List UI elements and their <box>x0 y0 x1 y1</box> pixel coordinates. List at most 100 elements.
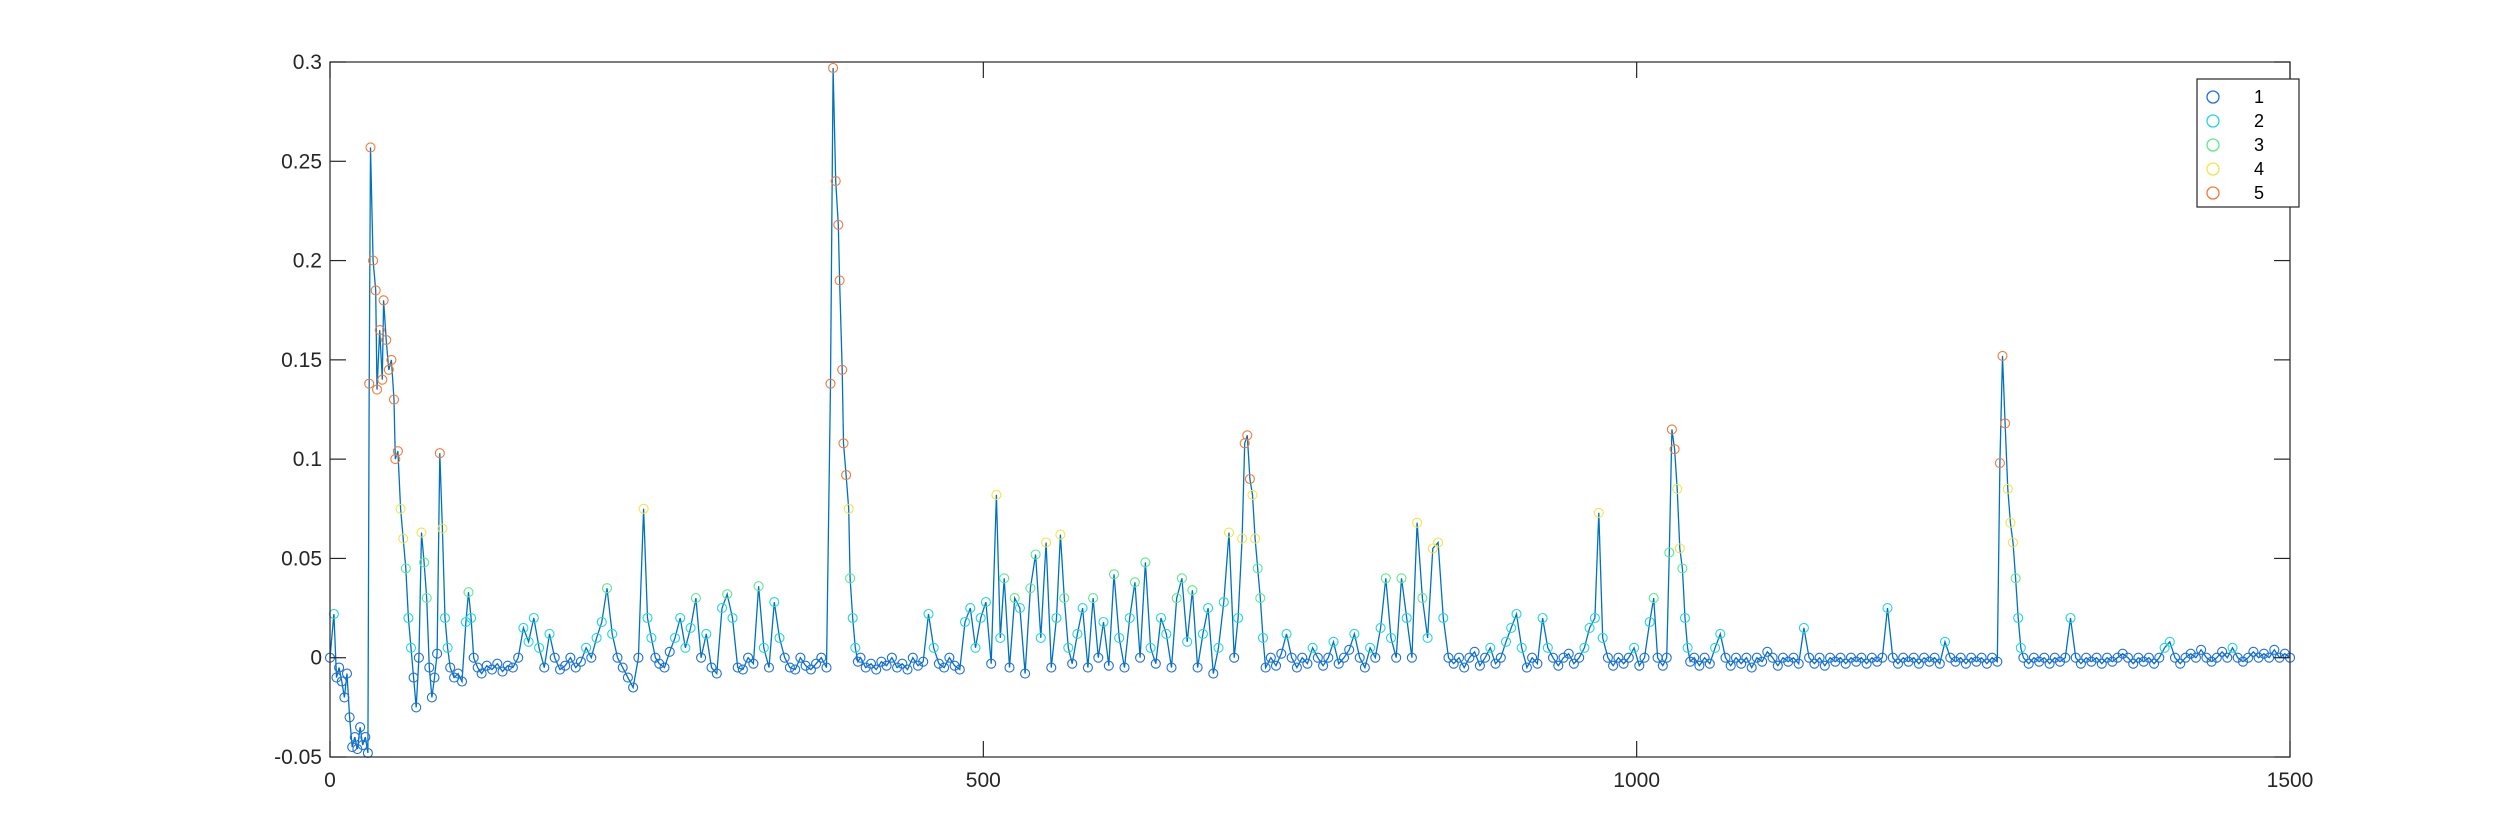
data-point <box>991 489 1002 500</box>
data-point <box>1506 622 1517 633</box>
data-point <box>628 682 639 693</box>
data-point <box>2154 652 2165 663</box>
data-point <box>1208 668 1219 679</box>
data-point <box>995 632 1006 643</box>
data-point <box>1302 658 1313 669</box>
data-point <box>1124 612 1135 624</box>
data-point <box>1725 660 1736 671</box>
data-point <box>378 295 389 306</box>
data-point <box>2015 642 2026 653</box>
data-point <box>795 652 806 663</box>
data-point <box>1082 662 1093 673</box>
data-point <box>1255 593 1266 604</box>
data-point <box>1689 652 1700 663</box>
data-point <box>377 374 388 385</box>
data-point <box>1014 603 1025 614</box>
data-point <box>1265 652 1276 663</box>
data-point <box>654 658 665 669</box>
data-point <box>1119 662 1130 673</box>
data-point <box>355 722 366 733</box>
data-point <box>970 642 981 653</box>
data-point <box>570 662 581 673</box>
data-point <box>1291 662 1302 673</box>
data-point <box>939 662 950 673</box>
series-layer <box>324 62 2296 759</box>
data-point <box>429 672 440 683</box>
data-point <box>591 632 602 643</box>
data-point <box>646 632 657 643</box>
data-point <box>1679 612 1691 624</box>
data-point <box>1500 636 1512 647</box>
data-point <box>1412 517 1423 528</box>
data-point <box>763 662 775 673</box>
data-point <box>1359 662 1370 673</box>
data-point <box>1093 652 1104 663</box>
data-point <box>432 648 443 659</box>
data-point <box>1887 652 1898 663</box>
data-point <box>1166 662 1177 673</box>
data-point <box>830 176 841 187</box>
data-point <box>1020 668 1031 679</box>
data-point <box>403 612 414 624</box>
data-point <box>365 142 376 153</box>
data-point <box>2175 658 2186 669</box>
data-point <box>1443 652 1454 663</box>
data-point <box>1629 642 1640 653</box>
data-point <box>1203 603 1214 614</box>
data-point <box>1762 646 1773 657</box>
data-point <box>706 662 717 673</box>
data-point <box>1276 648 1287 659</box>
data-point <box>1247 489 1258 500</box>
data-point <box>2065 612 2076 624</box>
data-point <box>871 664 882 675</box>
data-point <box>1354 652 1365 663</box>
data-point <box>1584 622 1595 633</box>
data-point <box>2190 652 2201 663</box>
data-point <box>386 354 397 365</box>
data-point <box>1694 660 1705 671</box>
x-axis: 0 500 1000 1500 <box>324 62 2313 792</box>
data-point <box>1809 658 1820 669</box>
data-point <box>463 587 474 598</box>
data-point <box>633 652 644 663</box>
data-point <box>1375 622 1386 633</box>
data-point <box>347 742 358 753</box>
data-point <box>1433 537 1444 548</box>
data-point <box>400 563 411 574</box>
data-point <box>743 652 754 663</box>
data-point <box>331 672 342 683</box>
data-point <box>1135 652 1146 663</box>
data-point <box>669 632 681 643</box>
data-point <box>1657 660 1668 671</box>
data-point <box>954 664 965 675</box>
data-point <box>607 628 618 639</box>
data-point <box>2023 658 2034 669</box>
data-point <box>339 692 350 703</box>
data-point <box>1349 628 1360 639</box>
data-point <box>1997 350 2008 361</box>
data-point <box>1661 652 1672 663</box>
data-point <box>419 557 430 568</box>
data-point <box>834 275 845 286</box>
data-point <box>690 593 701 604</box>
data-point <box>999 573 1010 584</box>
data-point <box>575 656 586 667</box>
data-point <box>1861 658 1872 669</box>
data-point <box>1480 652 1491 663</box>
data-point <box>1877 652 1888 663</box>
data-point <box>860 662 871 673</box>
data-point <box>975 612 986 624</box>
data-point <box>1856 652 1867 663</box>
data-point <box>1286 652 1297 663</box>
data-point <box>1882 603 1893 614</box>
data-point <box>1474 660 1485 671</box>
x-tick-label: 500 <box>966 769 1001 792</box>
data-point <box>805 664 816 675</box>
data-point <box>825 378 836 389</box>
y-tick-label: 0.15 <box>281 349 322 372</box>
data-point <box>865 658 877 669</box>
data-point <box>368 255 379 266</box>
data-point <box>1934 658 1945 669</box>
data-point <box>779 652 790 663</box>
data-point <box>381 334 392 346</box>
